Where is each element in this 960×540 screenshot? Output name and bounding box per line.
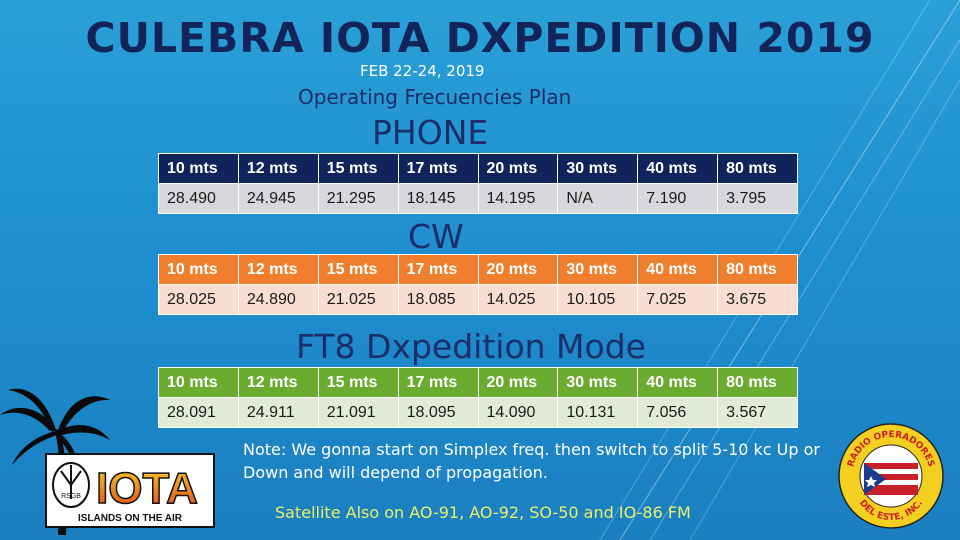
frequency-cell: 7.025 bbox=[637, 284, 719, 315]
band-header: 12 mts bbox=[237, 367, 319, 398]
band-header: 30 mts bbox=[557, 367, 639, 398]
iota-big-text: IOTA bbox=[96, 464, 198, 513]
band-header: 12 mts bbox=[237, 153, 319, 184]
frequency-cell: 10.131 bbox=[557, 397, 639, 428]
frequency-cell: 7.056 bbox=[637, 397, 719, 428]
radio-operadores-badge: RADIO OPERADORES DEL ESTE, INC. bbox=[838, 423, 944, 529]
frequency-cell: 14.195 bbox=[477, 183, 559, 214]
band-header: 30 mts bbox=[557, 254, 639, 285]
band-header: 17 mts bbox=[397, 153, 479, 184]
table-row: 28.025 24.890 21.025 18.085 14.025 10.10… bbox=[158, 284, 798, 315]
frequency-cell: 18.095 bbox=[397, 397, 479, 428]
frequency-cell: 24.945 bbox=[237, 183, 319, 214]
band-header: 40 mts bbox=[637, 254, 719, 285]
frequency-cell: N/A bbox=[557, 183, 639, 214]
iota-tagline: ISLANDS ON THE AIR bbox=[78, 513, 183, 524]
frequency-cell: 24.911 bbox=[237, 397, 319, 428]
band-header: 80 mts bbox=[717, 367, 798, 398]
event-date: FEB 22-24, 2019 bbox=[360, 62, 485, 80]
page-title: CULEBRA IOTA DXPEDITION 2019 bbox=[85, 14, 875, 62]
table-header-row: 10 mts 12 mts 15 mts 17 mts 20 mts 30 mt… bbox=[158, 153, 798, 184]
frequency-cell: 3.675 bbox=[717, 284, 798, 315]
frequency-cell: 10.105 bbox=[557, 284, 639, 315]
frequency-cell: 3.795 bbox=[717, 183, 798, 214]
ft8-frequency-table: 10 mts 12 mts 15 mts 17 mts 20 mts 30 mt… bbox=[158, 367, 798, 428]
band-header: 10 mts bbox=[158, 153, 239, 184]
band-header: 17 mts bbox=[397, 367, 479, 398]
frequency-cell: 14.090 bbox=[477, 397, 559, 428]
frequency-cell: 21.091 bbox=[317, 397, 399, 428]
frequency-cell: 14.025 bbox=[477, 284, 559, 315]
band-header: 17 mts bbox=[397, 254, 479, 285]
band-header: 40 mts bbox=[637, 367, 719, 398]
satellite-note: Satellite Also on AO-91, AO-92, SO-50 an… bbox=[275, 503, 691, 522]
frequency-cell: 7.190 bbox=[637, 183, 719, 214]
frequency-cell: 21.025 bbox=[317, 284, 399, 315]
cw-section-label: CW bbox=[408, 217, 464, 256]
band-header: 30 mts bbox=[557, 153, 639, 184]
band-header: 20 mts bbox=[477, 153, 559, 184]
phone-section-label: PHONE bbox=[372, 113, 489, 152]
table-row: 28.091 24.911 21.091 18.095 14.090 10.13… bbox=[158, 397, 798, 428]
frequency-cell: 18.085 bbox=[397, 284, 479, 315]
band-header: 40 mts bbox=[637, 153, 719, 184]
band-header: 80 mts bbox=[717, 153, 798, 184]
band-header: 20 mts bbox=[477, 367, 559, 398]
frequency-cell: 21.295 bbox=[317, 183, 399, 214]
iota-logo: RSGB IOTA ISLANDS ON THE AIR bbox=[45, 453, 215, 528]
band-header: 12 mts bbox=[237, 254, 319, 285]
cw-frequency-table: 10 mts 12 mts 15 mts 17 mts 20 mts 30 mt… bbox=[158, 254, 798, 315]
frequency-cell: 28.091 bbox=[158, 397, 239, 428]
table-header-row: 10 mts 12 mts 15 mts 17 mts 20 mts 30 mt… bbox=[158, 254, 798, 285]
table-row: 28.490 24.945 21.295 18.145 14.195 N/A 7… bbox=[158, 183, 798, 214]
ft8-section-label: FT8 Dxpedition Mode bbox=[296, 327, 646, 366]
frequency-cell: 28.490 bbox=[158, 183, 239, 214]
band-header: 10 mts bbox=[158, 254, 239, 285]
band-header: 80 mts bbox=[717, 254, 798, 285]
band-header: 15 mts bbox=[317, 367, 399, 398]
frequency-cell: 18.145 bbox=[397, 183, 479, 214]
operating-note: Note: We gonna start on Simplex freq. th… bbox=[243, 440, 820, 482]
frequency-cell: 3.567 bbox=[717, 397, 798, 428]
band-header: 15 mts bbox=[317, 153, 399, 184]
table-header-row: 10 mts 12 mts 15 mts 17 mts 20 mts 30 mt… bbox=[158, 367, 798, 398]
frequency-cell: 24.890 bbox=[237, 284, 319, 315]
plan-subtitle: Operating Frecuencies Plan bbox=[298, 85, 572, 109]
frequency-cell: 28.025 bbox=[158, 284, 239, 315]
band-header: 10 mts bbox=[158, 367, 239, 398]
rsgb-text: RSGB bbox=[61, 493, 81, 500]
phone-frequency-table: 10 mts 12 mts 15 mts 17 mts 20 mts 30 mt… bbox=[158, 153, 798, 214]
iota-logo-graphic: RSGB IOTA ISLANDS ON THE AIR bbox=[52, 462, 199, 524]
band-header: 20 mts bbox=[477, 254, 559, 285]
band-header: 15 mts bbox=[317, 254, 399, 285]
